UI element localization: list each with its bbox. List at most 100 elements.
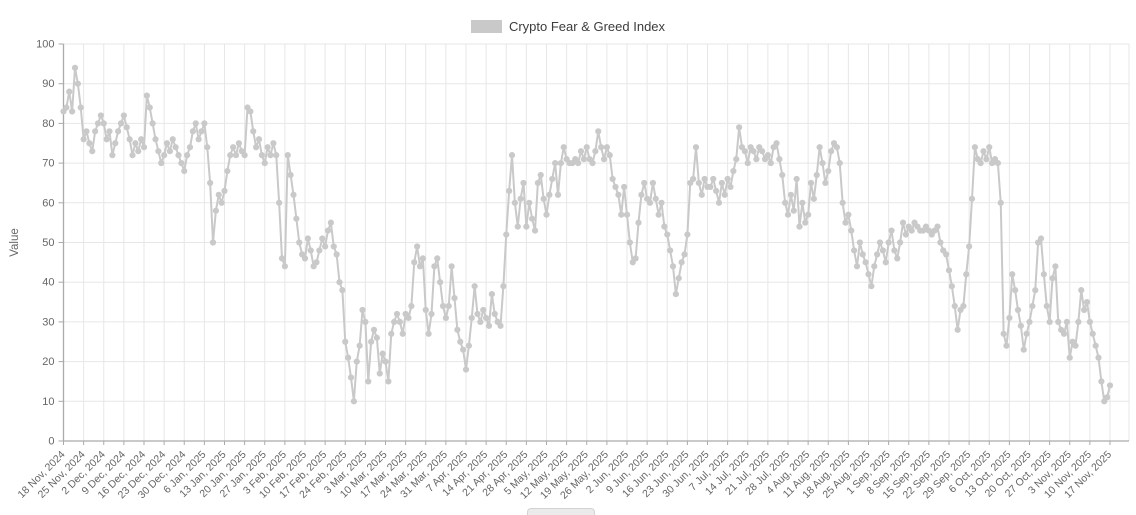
data-point[interactable] — [1006, 314, 1013, 322]
data-point[interactable] — [986, 144, 993, 151]
data-point[interactable] — [882, 259, 889, 266]
data-point[interactable] — [1046, 318, 1053, 325]
data-point[interactable] — [1000, 330, 1007, 337]
data-point[interactable] — [290, 191, 297, 198]
data-point[interactable] — [261, 160, 268, 167]
data-point[interactable] — [284, 152, 291, 159]
data-point[interactable] — [126, 136, 133, 143]
data-point[interactable] — [439, 302, 447, 310]
data-point[interactable] — [281, 263, 288, 270]
data-point[interactable] — [819, 160, 826, 167]
data-point[interactable] — [391, 318, 398, 325]
data-point[interactable] — [537, 171, 544, 179]
data-point[interactable] — [253, 144, 260, 151]
data-point[interactable] — [382, 358, 389, 365]
data-point[interactable] — [396, 318, 403, 325]
data-point[interactable] — [741, 148, 748, 155]
data-point[interactable] — [977, 160, 984, 167]
data-point[interactable] — [135, 148, 142, 155]
data-point[interactable] — [865, 271, 872, 278]
data-point[interactable] — [552, 160, 559, 167]
data-point[interactable] — [296, 239, 303, 246]
data-point[interactable] — [934, 223, 941, 230]
data-point[interactable] — [776, 156, 783, 163]
data-point[interactable] — [799, 199, 806, 206]
data-point[interactable] — [445, 302, 452, 310]
data-point[interactable] — [971, 144, 978, 151]
data-point[interactable] — [336, 279, 343, 286]
data-point[interactable] — [189, 128, 196, 135]
data-point[interactable] — [595, 128, 602, 135]
data-point[interactable] — [695, 179, 702, 187]
data-point[interactable] — [94, 120, 102, 127]
data-point[interactable] — [753, 156, 760, 163]
data-point[interactable] — [462, 366, 470, 373]
data-point[interactable] — [414, 243, 421, 250]
data-point[interactable] — [313, 259, 320, 266]
data-point[interactable] — [1026, 318, 1033, 325]
data-point[interactable] — [672, 291, 679, 298]
data-point[interactable] — [730, 167, 737, 175]
data-point[interactable] — [718, 179, 725, 187]
data-point[interactable] — [425, 330, 432, 337]
data-point[interactable] — [813, 171, 820, 179]
data-point[interactable] — [618, 211, 625, 218]
data-point[interactable] — [307, 247, 314, 254]
data-point[interactable] — [1081, 306, 1088, 314]
data-point[interactable] — [983, 156, 990, 163]
data-point[interactable] — [227, 152, 234, 159]
data-point[interactable] — [422, 306, 429, 314]
data-point[interactable] — [209, 239, 217, 246]
data-point[interactable] — [733, 156, 740, 163]
data-point[interactable] — [664, 231, 671, 238]
data-point[interactable] — [1040, 271, 1047, 278]
data-point[interactable] — [845, 211, 852, 218]
data-point[interactable] — [954, 326, 961, 333]
data-point[interactable] — [874, 251, 881, 258]
data-point[interactable] — [365, 378, 372, 385]
data-point[interactable] — [736, 124, 743, 131]
data-point[interactable] — [549, 175, 556, 183]
data-point[interactable] — [322, 243, 329, 250]
data-point[interactable] — [937, 239, 944, 246]
data-point[interactable] — [333, 251, 340, 258]
data-point[interactable] — [230, 144, 237, 151]
data-point[interactable] — [661, 223, 668, 230]
data-point[interactable] — [71, 64, 79, 71]
data-point[interactable] — [117, 120, 125, 127]
data-point[interactable] — [652, 195, 659, 202]
data-point[interactable] — [1106, 382, 1114, 389]
data-point[interactable] — [83, 128, 90, 135]
data-point[interactable] — [833, 144, 840, 151]
data-point[interactable] — [158, 160, 165, 167]
data-point[interactable] — [86, 140, 93, 147]
data-point[interactable] — [232, 152, 240, 159]
data-point[interactable] — [1104, 394, 1111, 401]
data-point[interactable] — [1020, 346, 1027, 353]
data-point[interactable] — [767, 160, 774, 167]
data-point[interactable] — [319, 235, 326, 242]
data-point[interactable] — [146, 104, 153, 111]
data-point[interactable] — [779, 171, 786, 179]
data-point[interactable] — [822, 179, 829, 187]
data-point[interactable] — [606, 152, 613, 159]
data-point[interactable] — [707, 183, 714, 191]
data-point[interactable] — [201, 120, 208, 127]
data-point[interactable] — [221, 187, 228, 194]
data-point[interactable] — [143, 92, 150, 99]
data-point[interactable] — [264, 144, 271, 151]
data-point[interactable] — [902, 231, 909, 238]
data-point[interactable] — [373, 334, 380, 341]
data-point[interactable] — [787, 191, 794, 198]
data-point[interactable] — [89, 148, 96, 155]
data-point[interactable] — [1083, 298, 1091, 306]
data-point[interactable] — [324, 227, 332, 234]
data-point[interactable] — [339, 287, 346, 294]
data-point[interactable] — [681, 251, 688, 258]
data-point[interactable] — [994, 160, 1001, 167]
data-point[interactable] — [710, 175, 717, 183]
data-point[interactable] — [100, 120, 107, 127]
data-point[interactable] — [713, 187, 720, 194]
data-point[interactable] — [66, 88, 73, 95]
data-point[interactable] — [224, 167, 231, 175]
